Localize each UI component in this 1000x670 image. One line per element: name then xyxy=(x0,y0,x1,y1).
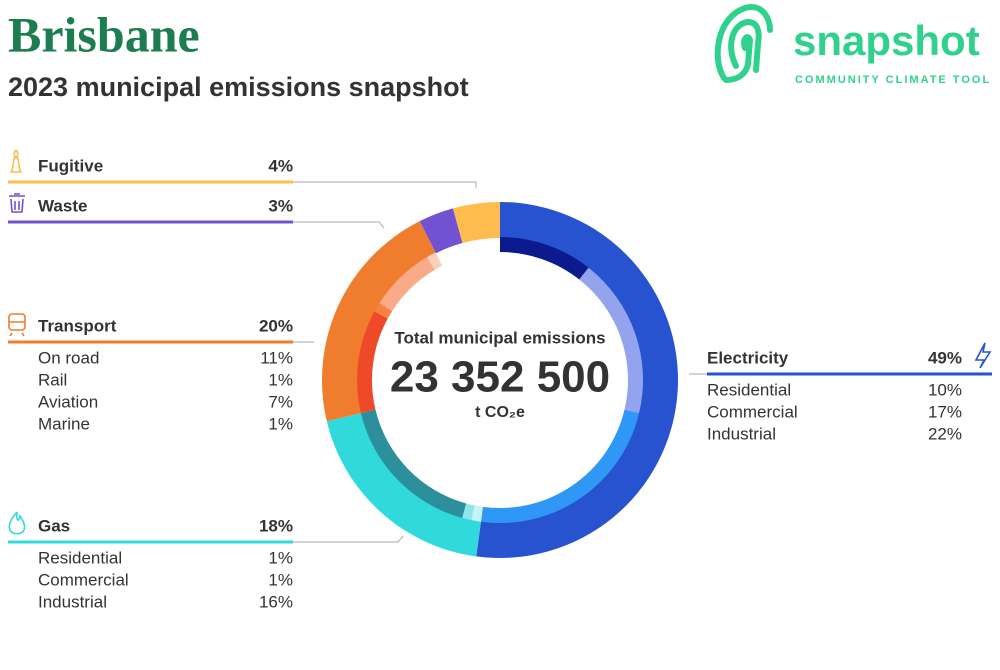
subsector-value: 7% xyxy=(268,392,293,411)
subsector-arc xyxy=(379,256,435,312)
subsector-arc xyxy=(374,303,393,319)
subsector-arc xyxy=(471,505,483,522)
subsector-name: Industrial xyxy=(707,424,776,443)
sector-name: Waste xyxy=(38,196,87,215)
subsector-value: 1% xyxy=(268,570,293,589)
legend: Electricity 49% Residential 10% Commercial 17… xyxy=(8,156,992,611)
sector-arc xyxy=(452,202,500,244)
center-label: Total municipal emissions xyxy=(394,328,605,347)
sector-value: 18% xyxy=(259,516,293,535)
subsector-value: 16% xyxy=(259,592,293,611)
subsector-value: 10% xyxy=(928,380,962,399)
donut xyxy=(322,202,678,558)
subsector-arc xyxy=(579,267,643,414)
subsector-name: Commercial xyxy=(707,402,798,421)
subsector-value: 1% xyxy=(268,370,293,389)
subsector-name: Residential xyxy=(38,548,122,567)
subsector-name: Marine xyxy=(38,414,90,433)
unit: t CO₂e xyxy=(475,404,525,421)
subsector-arc xyxy=(500,237,589,280)
subsector-value: 1% xyxy=(268,414,293,433)
subsector-value: 17% xyxy=(928,402,962,421)
brand-tagline: COMMUNITY CLIMATE TOOL xyxy=(795,74,991,86)
icons xyxy=(8,149,992,535)
subsector-value: 22% xyxy=(928,424,962,443)
subtitle: 2023 municipal emissions snapshot xyxy=(8,72,469,102)
sector-value: 20% xyxy=(259,316,293,335)
subsector-value: 1% xyxy=(268,548,293,567)
subsector-arc xyxy=(360,409,467,518)
sector-name: Fugitive xyxy=(38,156,103,175)
subsector-arc xyxy=(462,503,475,521)
sector-name: Transport xyxy=(38,316,117,335)
subsector-value: 11% xyxy=(260,348,293,367)
leader-lines xyxy=(293,181,707,543)
subsector-name: On road xyxy=(38,348,99,367)
subsector-arc xyxy=(480,409,640,523)
sector-name: Gas xyxy=(38,516,70,535)
sector-name: Electricity xyxy=(707,348,789,367)
subsector-name: Industrial xyxy=(38,592,107,611)
subsector-name: Aviation xyxy=(38,392,98,411)
sector-value: 4% xyxy=(268,156,293,175)
title: Brisbane xyxy=(8,6,200,62)
total: 23 352 500 xyxy=(390,353,610,402)
subsector-name: Residential xyxy=(707,380,791,399)
brand-name: snapshot xyxy=(793,17,980,64)
subsector-name: Rail xyxy=(38,370,67,389)
sector-arc xyxy=(476,202,678,558)
subsector-name: Commercial xyxy=(38,570,129,589)
sector-value: 49% xyxy=(928,348,962,367)
subsector-arc xyxy=(357,311,388,414)
sector-arc xyxy=(419,208,463,254)
logo xyxy=(714,4,773,83)
sector-value: 3% xyxy=(268,196,293,215)
subsector-arc xyxy=(427,252,443,270)
